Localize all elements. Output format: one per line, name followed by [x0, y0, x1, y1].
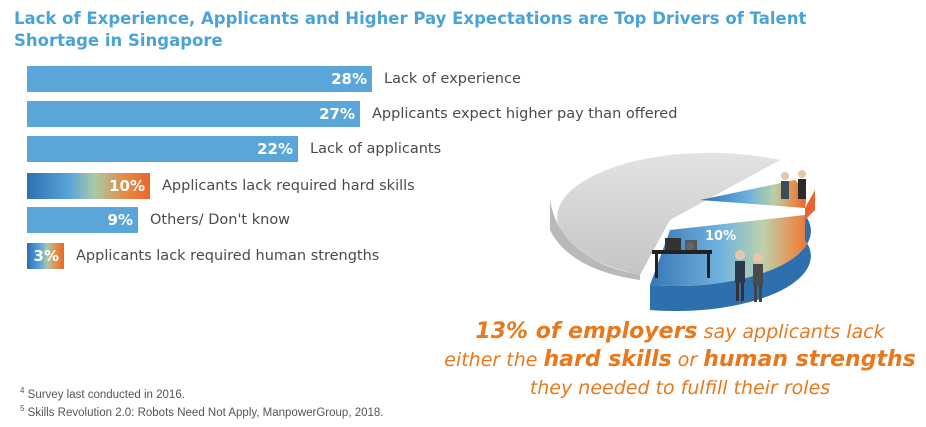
callout-highlight-hard-skills: hard skills: [543, 347, 672, 372]
pie-slice-10: [650, 215, 811, 287]
chart-title: Lack of Experience, Applicants and Highe…: [14, 9, 807, 50]
bar-value-label: 9%: [107, 211, 133, 229]
bar-category-label: Lack of applicants: [310, 141, 442, 157]
pie-slice-3-side: [805, 190, 815, 220]
pie-slice-3: [700, 180, 806, 208]
bar-category-label: Applicants expect higher pay than offere…: [372, 106, 678, 122]
people-illustration: [735, 170, 806, 302]
bar-value-label: 28%: [331, 70, 367, 88]
bar-value-label: 3%: [33, 247, 59, 265]
pie-slice-10-side: [650, 215, 811, 312]
bar: 10%: [27, 173, 150, 199]
callout-highlight-13: 13% of employers: [475, 319, 698, 344]
bar-category-label: Applicants lack required hard skills: [162, 178, 415, 194]
callout-span: say applicants lack: [697, 321, 885, 343]
bar-row: 10% Applicants lack required hard skills: [27, 173, 415, 199]
footnote-4: 4 Survey last conducted in 2016.: [20, 386, 185, 401]
bar-row: 9% Others/ Don't know: [27, 207, 290, 233]
bar-row: 3% Applicants lack required human strengt…: [27, 243, 379, 269]
footnote-5: 5 Skills Revolution 2.0: Robots Need Not…: [20, 404, 384, 419]
bar-row: 22% Lack of applicants: [27, 136, 441, 162]
bar-category-label: Applicants lack required human strengths: [76, 248, 380, 264]
callout-span: or: [671, 349, 704, 371]
bar-value-label: 10%: [109, 177, 145, 195]
office-desk-illustration: [652, 238, 712, 278]
pie-slice-other: [557, 152, 780, 275]
pie-slice-other-side: [550, 200, 640, 280]
footnote-text: Skills Revolution 2.0: Robots Need Not A…: [24, 406, 384, 419]
bar-category-label: Lack of experience: [384, 71, 521, 87]
bar-value-label: 22%: [257, 140, 293, 158]
pie-chart: 10% 3%: [550, 152, 815, 312]
callout-highlight-human-strengths: human strengths: [703, 347, 916, 372]
bar: 22%: [27, 136, 298, 162]
bar-category-label: Others/ Don't know: [150, 212, 291, 228]
footnote-mark: 4: [20, 386, 25, 395]
footnote-mark: 5: [20, 404, 25, 413]
bar-row: 27% Applicants expect higher pay than off…: [27, 101, 677, 127]
footnote-text: Survey last conducted in 2016.: [24, 388, 185, 401]
bar: 9%: [27, 207, 138, 233]
bar-chart: 28% Lack of experience 27% Applicants expec…: [27, 66, 677, 276]
bar: 27%: [27, 101, 360, 127]
bar: 3%: [27, 243, 64, 269]
pie-label-10: 10%: [705, 229, 736, 244]
bar: 28%: [27, 66, 372, 92]
bar-row: 28% Lack of experience: [27, 66, 521, 92]
callout-span: either the: [444, 349, 544, 371]
callout-span: they needed to fulfill their roles: [529, 377, 831, 399]
bar-value-label: 27%: [319, 105, 355, 123]
pie-label-3: 3%: [754, 203, 774, 217]
callout-text: 13% of employers say applicants lack eit…: [440, 318, 920, 402]
